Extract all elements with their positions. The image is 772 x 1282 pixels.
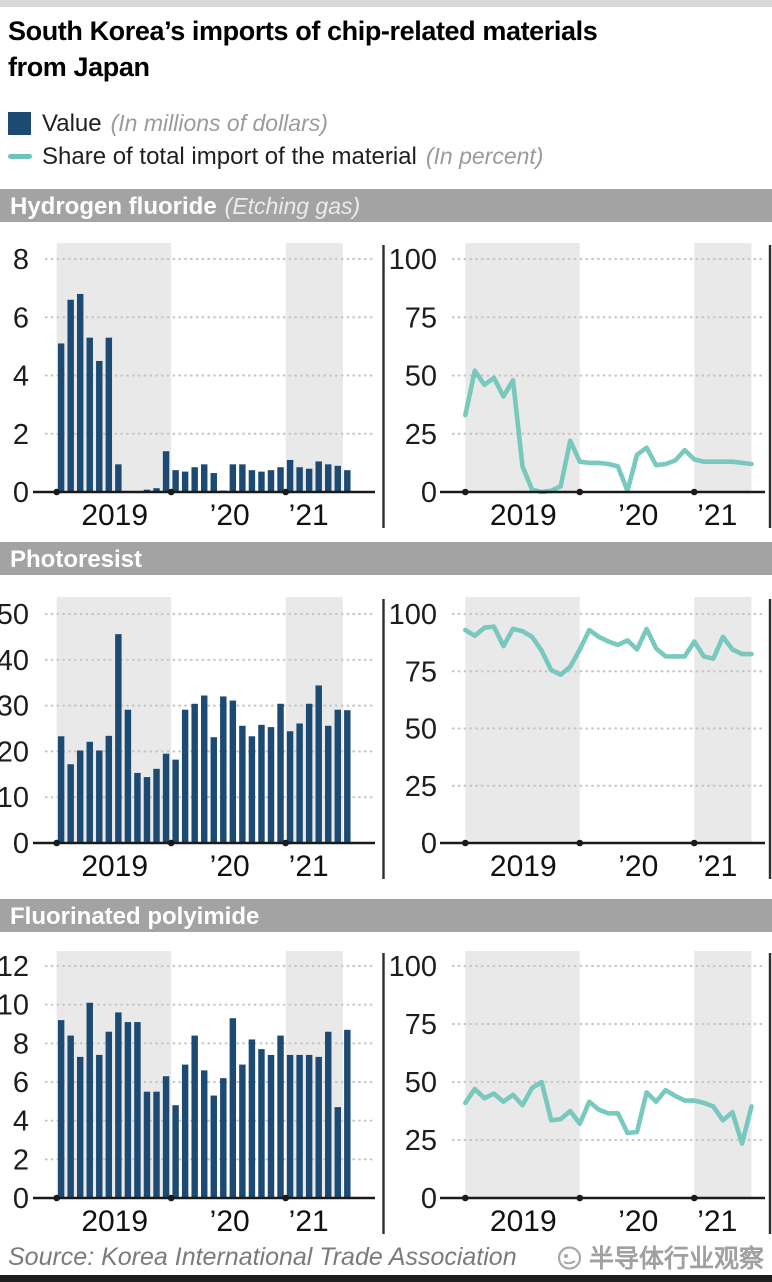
watermark-logo-icon xyxy=(557,1245,582,1270)
source-caption: Source: Korea International Trade Associ… xyxy=(8,1243,517,1271)
x-year-label: 2019 xyxy=(81,850,148,883)
y-tick-label: 0 xyxy=(421,1183,437,1215)
x-year-label: ’21 xyxy=(289,499,329,532)
value-swatch-icon xyxy=(8,112,31,135)
y-tick-label: 100 xyxy=(389,951,437,983)
legend-share-label: Share of total import of the material xyxy=(42,142,417,170)
section-title: Hydrogen fluoride xyxy=(10,193,217,220)
hydrogen-fluoride-value-chart: 0 2 4 6 8 2019 ’20 ’21 xyxy=(13,243,377,532)
y-tick-label: 25 xyxy=(405,1125,437,1157)
x-year-label: ’21 xyxy=(697,850,737,883)
y-tick-label: 75 xyxy=(405,656,437,688)
section-note: (Etching gas) xyxy=(224,193,361,219)
legend-value-label: Value xyxy=(42,109,102,137)
y-tick-label: 75 xyxy=(405,302,437,334)
title-line-1: South Korea’s imports of chip-related ma… xyxy=(8,16,598,46)
watermark: 半导体行业观察 xyxy=(556,1239,764,1275)
y-tick-label: 100 xyxy=(389,244,437,276)
y-tick-label: 2 xyxy=(13,419,29,451)
y-tick-label: 25 xyxy=(405,419,437,451)
y-tick-label: 10 xyxy=(0,990,29,1022)
legend-item-value: Value (In millions of dollars) xyxy=(8,107,768,140)
x-year-label: ’21 xyxy=(697,1205,737,1238)
y-tick-label: 4 xyxy=(13,361,29,393)
y-tick-label: 50 xyxy=(405,714,437,746)
x-year-label: ’20 xyxy=(618,850,658,883)
y-tick-label: 0 xyxy=(421,828,437,860)
y-tick-label: 12 xyxy=(0,951,29,983)
x-year-label: ’20 xyxy=(210,499,250,532)
section-header-photoresist: Photoresist xyxy=(0,542,772,575)
x-year-label: ’20 xyxy=(210,1205,250,1238)
y-tick-label: 100 xyxy=(389,599,437,631)
page-title: South Korea’s imports of chip-related ma… xyxy=(8,14,758,85)
legend: Value (In millions of dollars) Share of … xyxy=(8,107,768,173)
y-tick-label: 0 xyxy=(13,828,29,860)
y-tick-label: 8 xyxy=(13,244,29,276)
share-line-swatch-icon xyxy=(8,154,32,159)
fluorinated-polyimide-share-chart: 0 25 50 75 100 2019 ’20 ’21 xyxy=(389,951,767,1238)
x-year-label: ’20 xyxy=(618,1205,658,1238)
y-tick-label: 50 xyxy=(0,599,29,631)
x-year-label: ’21 xyxy=(289,850,329,883)
y-tick-label: 20 xyxy=(0,736,29,768)
x-year-label: 2019 xyxy=(81,1205,148,1238)
y-tick-label: 50 xyxy=(405,1067,437,1099)
watermark-text: 半导体行业观察 xyxy=(588,1245,764,1273)
y-tick-label: 0 xyxy=(13,1183,29,1215)
section-title: Photoresist xyxy=(10,546,143,573)
y-tick-label: 6 xyxy=(13,1067,29,1099)
photoresist-share-chart: 0 25 50 75 100 2019 ’20 ’21 xyxy=(389,597,767,883)
bottom-edge-strip xyxy=(0,1275,772,1282)
legend-value-note: (In millions of dollars) xyxy=(110,110,328,136)
x-year-label: 2019 xyxy=(490,499,557,532)
y-tick-label: 6 xyxy=(13,302,29,334)
fluorinated-polyimide-value-chart: 0 2 4 6 8 10 12 2019 ’20 ’21 xyxy=(0,951,377,1238)
section-header-fluorinated-polyimide: Fluorinated polyimide xyxy=(0,899,772,932)
y-tick-label: 75 xyxy=(405,1009,437,1041)
x-year-label: 2019 xyxy=(490,1205,557,1238)
legend-share-note: (In percent) xyxy=(425,143,544,169)
x-year-label: 2019 xyxy=(81,499,148,532)
y-tick-label: 50 xyxy=(405,361,437,393)
x-year-label: ’20 xyxy=(210,850,250,883)
legend-item-share: Share of total import of the material (I… xyxy=(8,140,768,173)
y-tick-label: 0 xyxy=(421,477,437,509)
x-year-label: ’21 xyxy=(289,1205,329,1238)
title-line-2: from Japan xyxy=(8,51,150,82)
section-header-hydrogen-fluoride: Hydrogen fluoride (Etching gas) xyxy=(0,189,772,222)
y-tick-label: 2 xyxy=(13,1144,29,1176)
hydrogen-fluoride-share-chart: 0 25 50 75 100 2019 ’20 ’21 xyxy=(389,243,767,532)
y-tick-label: 0 xyxy=(13,477,29,509)
x-year-label: ’20 xyxy=(618,499,658,532)
x-year-label: ’21 xyxy=(697,499,737,532)
y-tick-label: 40 xyxy=(0,645,29,677)
photoresist-value-chart: 0 10 20 30 40 50 2019 ’20 ’21 xyxy=(0,597,377,883)
top-edge-strip xyxy=(0,0,772,7)
y-tick-label: 4 xyxy=(13,1106,29,1138)
y-tick-label: 8 xyxy=(13,1028,29,1060)
x-year-label: 2019 xyxy=(490,850,557,883)
y-tick-label: 30 xyxy=(0,691,29,723)
section-title: Fluorinated polyimide xyxy=(10,903,260,930)
y-tick-label: 10 xyxy=(0,782,29,814)
y-tick-label: 25 xyxy=(405,771,437,803)
